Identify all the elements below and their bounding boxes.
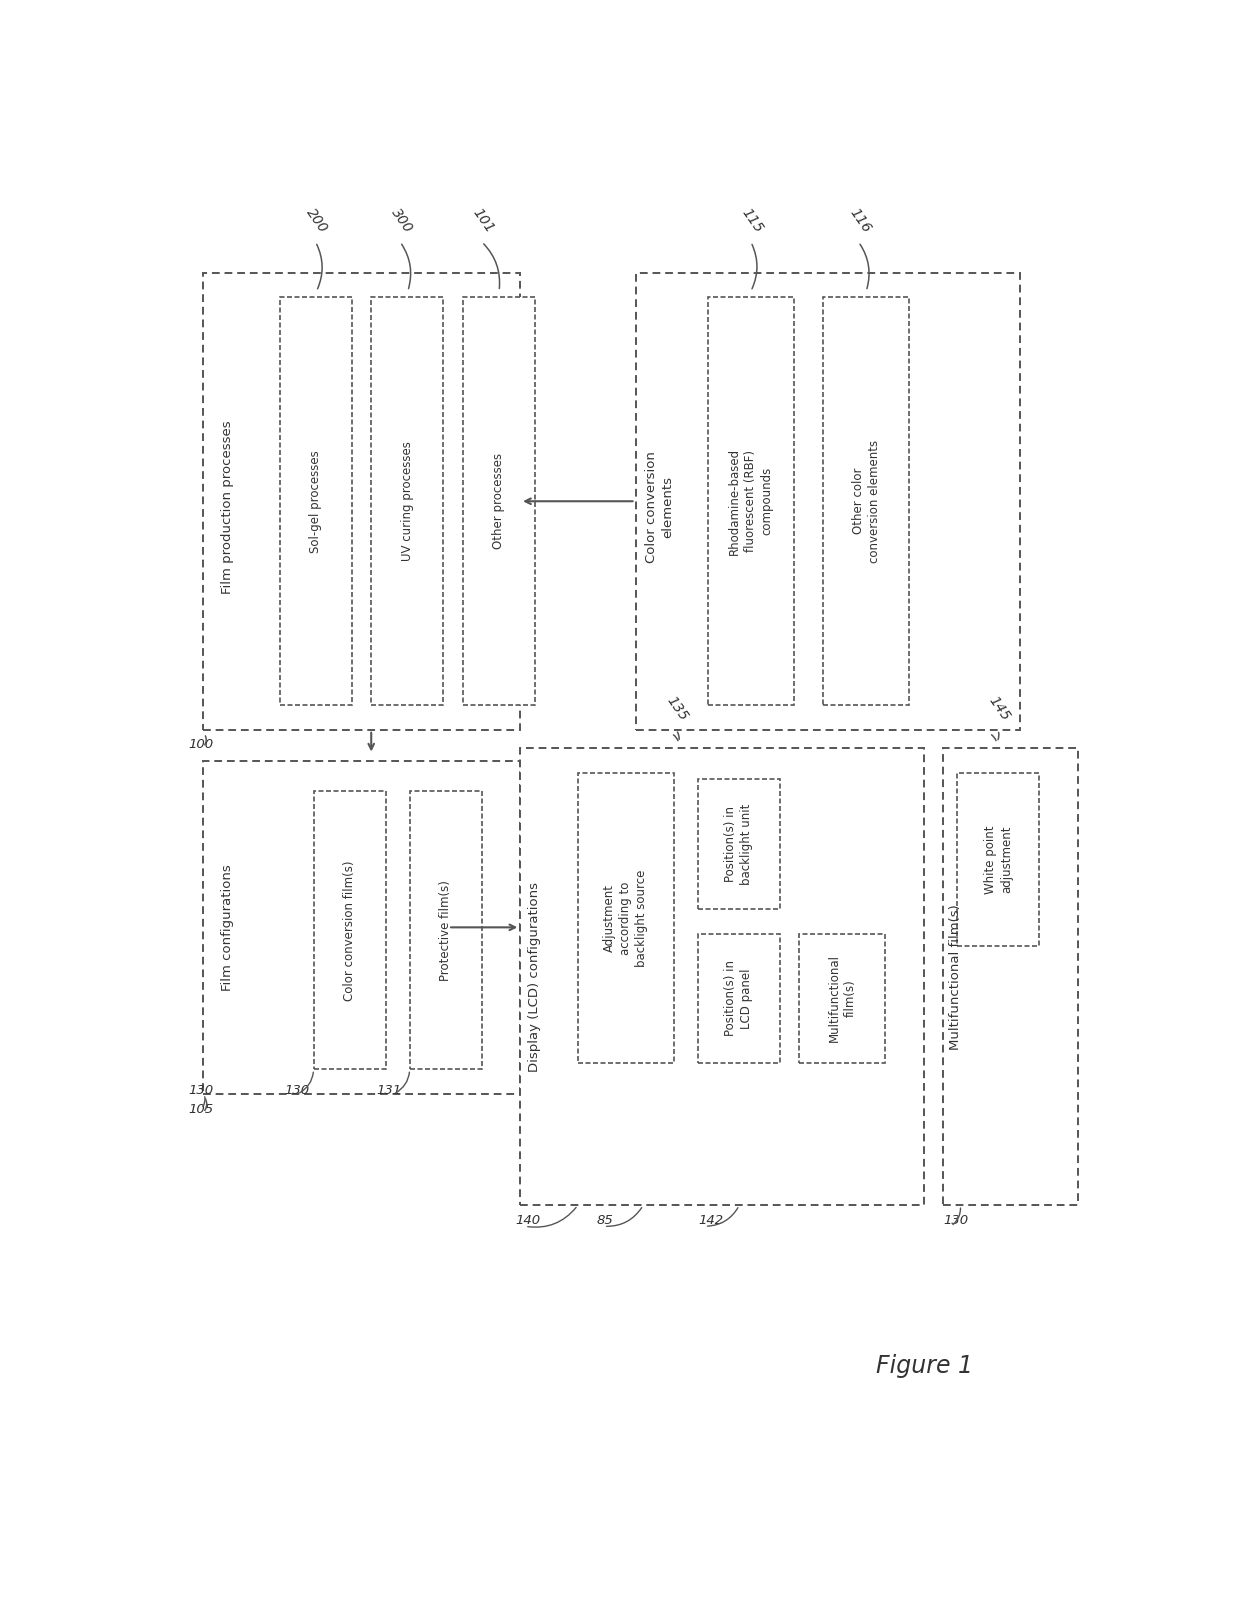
FancyBboxPatch shape bbox=[799, 934, 885, 1063]
Text: Position(s) in
backlight unit: Position(s) in backlight unit bbox=[724, 804, 754, 885]
FancyBboxPatch shape bbox=[957, 773, 1039, 946]
Text: 135: 135 bbox=[665, 693, 691, 723]
FancyBboxPatch shape bbox=[698, 780, 780, 909]
Text: 85: 85 bbox=[596, 1214, 614, 1227]
FancyBboxPatch shape bbox=[409, 791, 481, 1070]
Text: 145: 145 bbox=[986, 693, 1013, 723]
FancyBboxPatch shape bbox=[942, 747, 1078, 1205]
Text: Display (LCD) configurations: Display (LCD) configurations bbox=[528, 882, 541, 1071]
Text: 142: 142 bbox=[698, 1214, 723, 1227]
Text: 101: 101 bbox=[470, 205, 497, 236]
FancyBboxPatch shape bbox=[708, 297, 794, 706]
Text: Rhodamine-based
fluorescent (RBF)
compounds: Rhodamine-based fluorescent (RBF) compou… bbox=[728, 448, 774, 555]
Text: Position(s) in
LCD panel: Position(s) in LCD panel bbox=[724, 961, 754, 1036]
Text: 105: 105 bbox=[188, 1104, 213, 1116]
FancyBboxPatch shape bbox=[203, 760, 521, 1094]
Text: Sol-gel processes: Sol-gel processes bbox=[310, 449, 322, 553]
Text: 130: 130 bbox=[188, 1084, 213, 1097]
FancyBboxPatch shape bbox=[578, 773, 675, 1063]
Text: White point
adjustment: White point adjustment bbox=[983, 824, 1013, 893]
Text: 130: 130 bbox=[285, 1084, 310, 1097]
Text: 300: 300 bbox=[388, 205, 415, 236]
Text: 116: 116 bbox=[847, 205, 874, 236]
FancyBboxPatch shape bbox=[635, 273, 1019, 730]
FancyBboxPatch shape bbox=[823, 297, 909, 706]
Text: Other processes: Other processes bbox=[492, 454, 505, 549]
Text: 115: 115 bbox=[739, 205, 766, 236]
Text: 130: 130 bbox=[942, 1214, 968, 1227]
Text: Film production processes: Film production processes bbox=[221, 420, 233, 593]
Text: UV curing processes: UV curing processes bbox=[401, 441, 414, 561]
Text: Other color
conversion elements: Other color conversion elements bbox=[852, 439, 880, 563]
FancyBboxPatch shape bbox=[280, 297, 352, 706]
FancyBboxPatch shape bbox=[521, 747, 924, 1205]
Text: Protective film(s): Protective film(s) bbox=[439, 881, 453, 982]
Text: 131: 131 bbox=[376, 1084, 402, 1097]
Text: 140: 140 bbox=[516, 1214, 541, 1227]
FancyBboxPatch shape bbox=[203, 273, 521, 730]
Text: Figure 1: Figure 1 bbox=[875, 1354, 972, 1378]
Text: Multifunctional
film(s): Multifunctional film(s) bbox=[827, 954, 857, 1043]
Text: 100: 100 bbox=[188, 738, 213, 751]
FancyBboxPatch shape bbox=[314, 791, 386, 1070]
FancyBboxPatch shape bbox=[698, 934, 780, 1063]
Text: 200: 200 bbox=[304, 205, 331, 236]
Text: Film configurations: Film configurations bbox=[221, 865, 233, 991]
Text: Color conversion film(s): Color conversion film(s) bbox=[343, 860, 356, 1001]
FancyBboxPatch shape bbox=[463, 297, 534, 706]
Text: Multifunctional film(s): Multifunctional film(s) bbox=[949, 905, 962, 1049]
Text: Color conversion
elements: Color conversion elements bbox=[645, 451, 675, 563]
FancyBboxPatch shape bbox=[371, 297, 444, 706]
Text: Adjustment
according to
backlight source: Adjustment according to backlight source bbox=[604, 869, 649, 967]
